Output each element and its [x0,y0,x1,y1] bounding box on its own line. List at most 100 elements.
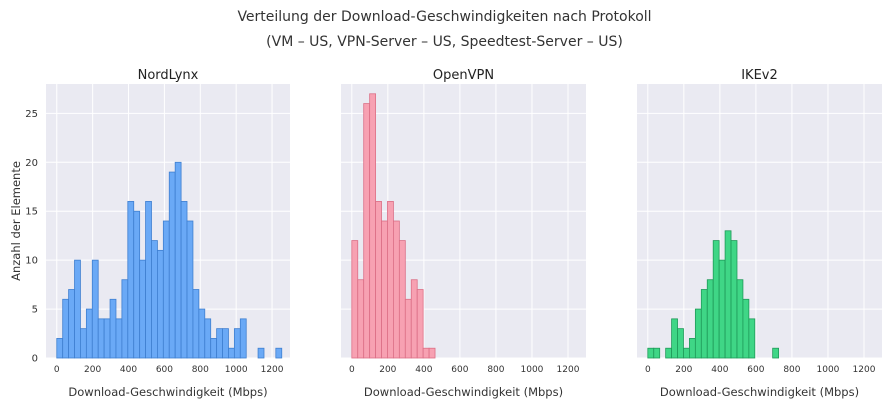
x-axis-label: Download-Geschwindigkeit (Mbps) [660,385,859,399]
plot-background [637,84,882,358]
x-tick-label: 800 [487,365,504,375]
x-tick-label: 0 [54,365,60,375]
x-tick-label: 400 [415,365,432,375]
histogram-bar [730,240,738,359]
histogram-bar [233,328,241,359]
histogram-bar [85,308,93,359]
y-tick-label: 15 [25,207,38,218]
histogram-bar [68,289,75,359]
histogram-bar [694,308,702,359]
x-axis-label: Download-Geschwindigkeit (Mbps) [364,385,563,399]
histogram-bar [192,289,200,359]
histogram-bar [210,338,218,359]
histogram-bar [398,240,406,359]
histogram-bar [139,259,146,359]
histogram-bar [647,347,655,359]
x-tick-label: 400 [711,365,728,375]
histogram-bar [742,298,750,359]
histogram-bar [422,347,430,359]
histogram-bar [168,171,176,359]
histogram-bar [62,298,70,359]
histogram-bar [748,318,756,359]
histogram-bar [706,279,714,359]
histogram-bar [162,220,170,359]
histogram-bar [216,328,223,359]
histogram-bar [115,318,123,359]
panel-3: 0 200 400 600 800 1000 1200 IKEv2 Download-Gesch… [637,68,882,399]
histogram-bar [257,347,265,359]
histogram-bar [103,318,111,359]
x-tick-label: 600 [747,365,764,375]
histogram-bar [653,347,661,359]
histogram-bar [351,240,359,359]
histogram-bar [387,201,394,359]
histogram-bar [151,240,158,359]
x-tick-label: 1200 [557,365,580,375]
y-tick-label: 5 [32,305,38,316]
x-tick-label: 1200 [261,365,284,375]
histogram-bar [228,347,235,359]
histogram-bar [428,347,436,359]
histogram-bar [671,318,678,359]
histogram-bar [718,259,726,359]
histogram-bar [375,201,382,359]
chart-subtitle: (VM – US, VPN-Server – US, Speedtest-Ser… [266,34,623,50]
histogram-bar [689,338,696,359]
histogram-bar [700,289,708,359]
histogram-bar [186,220,194,359]
histogram-bar [56,338,64,359]
x-tick-label: 0 [349,365,355,375]
y-axis-label: Anzahl der Elemente [9,161,23,281]
histogram-bar [239,318,247,359]
histogram-bar [80,328,87,359]
x-tick-label: 1000 [225,365,248,375]
y-tick-label: 25 [25,109,38,120]
histogram-bar [91,259,99,359]
x-tick-label: 400 [120,365,137,375]
panel-1: 0 200 400 600 800 1000 1200 0 5 10 15 20 25 NordLynx D… [9,68,290,399]
panel-title: OpenVPN [433,68,494,83]
x-axis-label: Download-Geschwindigkeit (Mbps) [68,385,267,399]
x-tick-label: 800 [783,365,800,375]
x-tick-label: 200 [379,365,396,375]
x-tick-label: 1000 [521,365,544,375]
histogram-bar [121,279,129,359]
y-tick-label: 0 [32,354,38,365]
histogram-bar [677,328,684,359]
histogram-bar [198,308,206,359]
histogram-bar [683,347,690,359]
histogram-bar [363,103,371,359]
histogram-bar [174,161,182,359]
histogram-bar [97,318,105,359]
histogram-bar [204,318,212,359]
histogram-bar [180,201,188,359]
x-tick-label: 0 [645,365,651,375]
chart-title: Verteilung der Download-Geschwindigkeite… [237,9,652,25]
panel-title: IKEv2 [741,68,778,83]
x-tick-label: 1200 [853,365,876,375]
x-tick-label: 200 [675,365,692,375]
x-tick-label: 800 [192,365,209,375]
histogram-bar [145,201,152,359]
x-tick-label: 200 [84,365,101,375]
histogram-bar [381,220,388,359]
histogram-bar [133,210,141,359]
panel-2: 0 200 400 600 800 1000 1200 OpenVPN Download-Ges… [341,68,586,399]
x-tick-label: 1000 [817,365,840,375]
x-tick-label: 600 [156,365,173,375]
histogram-bar [369,93,376,359]
panel-title: NordLynx [138,68,199,83]
y-tick-label: 10 [25,256,38,267]
histogram-bar [127,201,135,359]
y-tick-label: 20 [25,158,38,169]
histogram-bar [772,347,779,359]
histogram-bar [393,220,400,359]
histogram-bar [665,347,672,359]
histogram-bar [157,249,164,359]
x-tick-label: 600 [451,365,468,375]
histogram-bar [74,259,81,359]
histogram-bar [736,279,744,359]
histogram-bar [724,230,732,359]
histogram-bar [109,298,117,359]
